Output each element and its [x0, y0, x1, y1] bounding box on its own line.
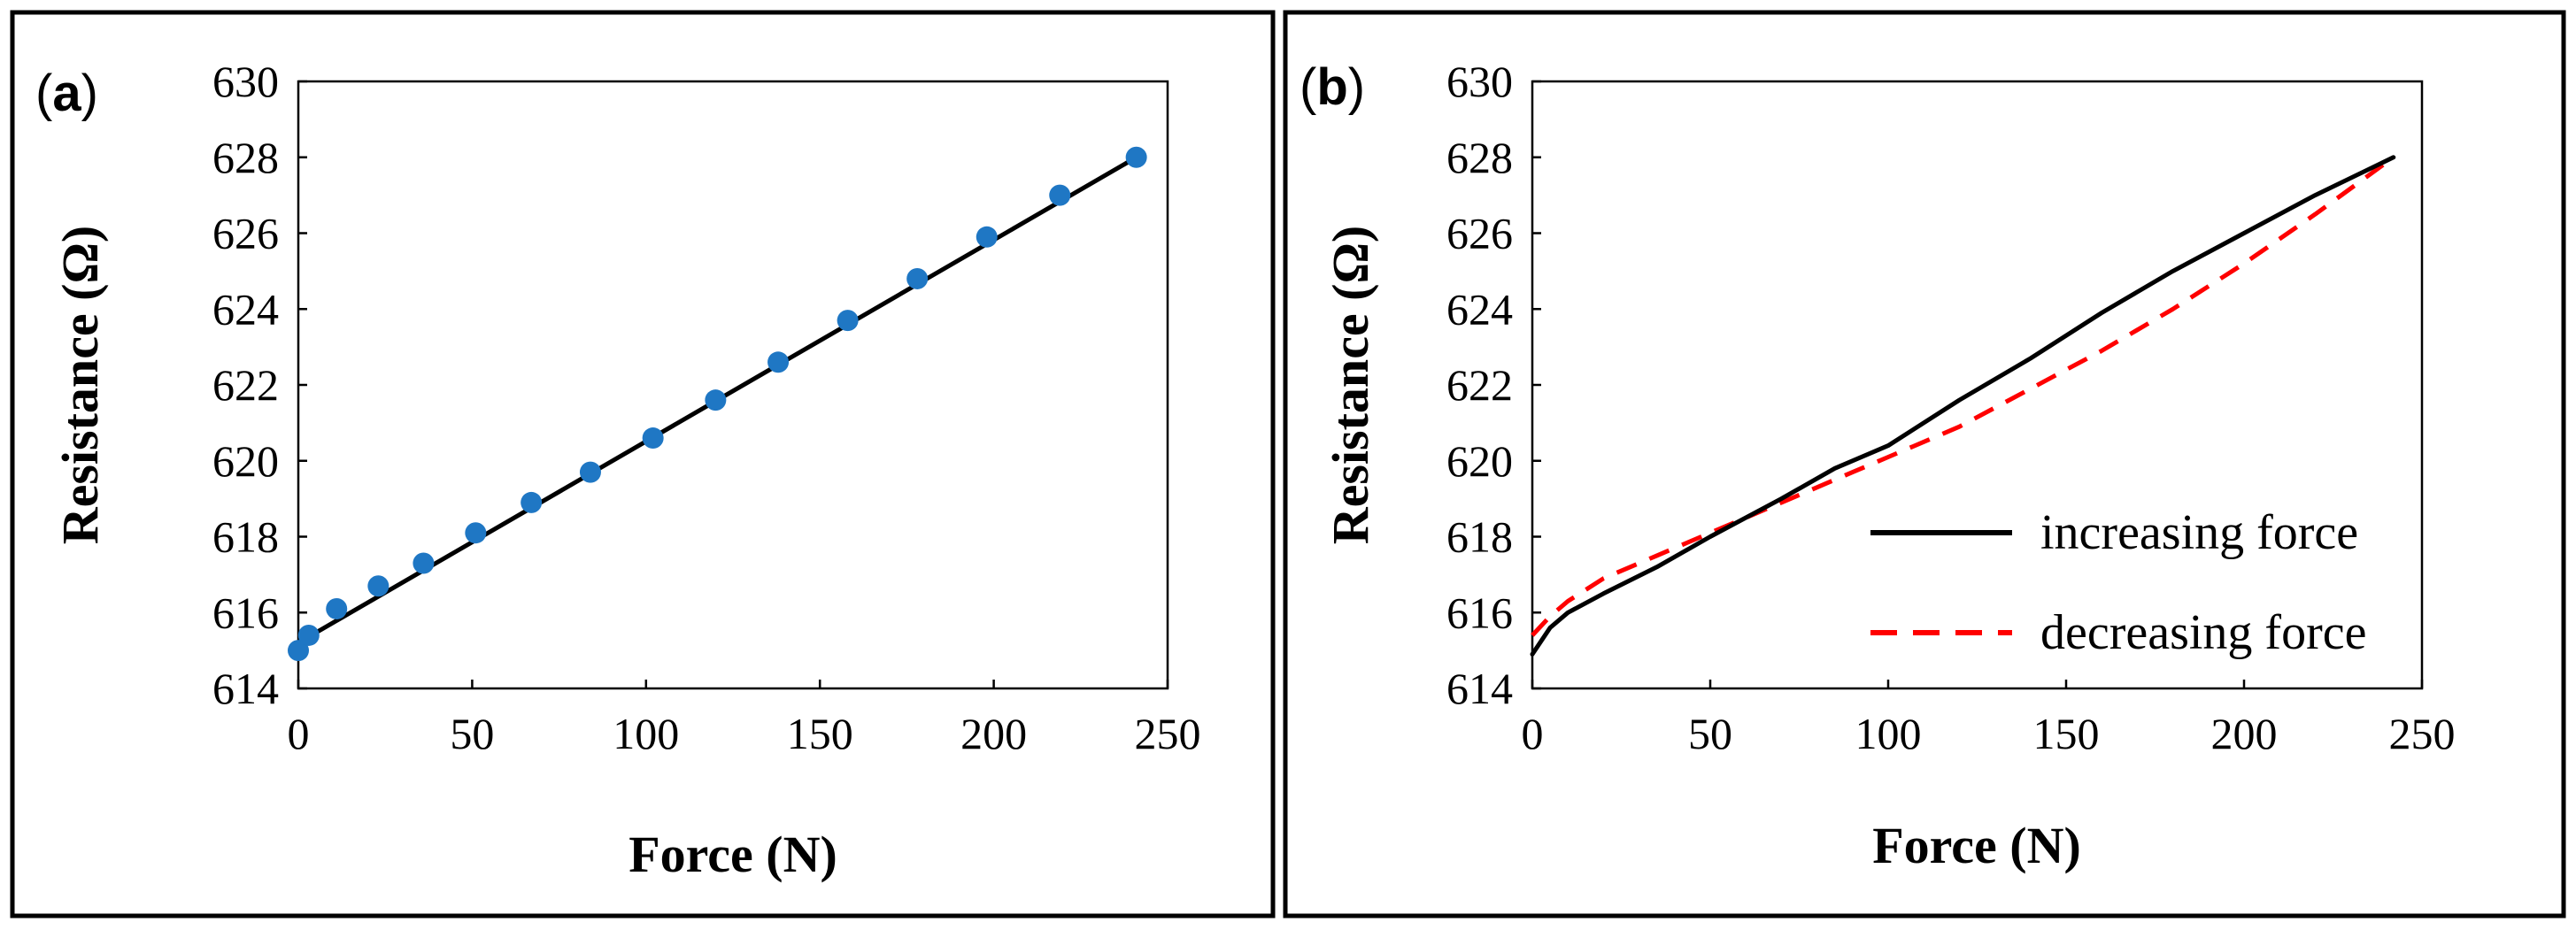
panel-a-data-point	[297, 624, 320, 646]
panel-b-x-ticks: 0 50 100 150 200 250	[1522, 680, 2456, 758]
panel-b-y-axis-title: Resistance (Ω)	[1322, 226, 1379, 545]
panel-a-data-point	[837, 310, 859, 332]
panel-b-y-ticks: 614 616 618 620 622 624 626 628 630	[1446, 57, 1541, 713]
panel-a-y-tick-label: 622	[212, 360, 279, 410]
panel-b-y-tick-label: 626	[1446, 209, 1513, 258]
panel-b-y-tick-label: 624	[1446, 284, 1513, 334]
panel-b-label: (b)	[1300, 58, 1365, 116]
panel-a-data-point	[367, 575, 389, 597]
panel-a: (a) 0 50 100 150 200 250 614 616 618 620 622 624 62…	[10, 10, 1276, 918]
panel-b-y-tick-label: 620	[1446, 436, 1513, 486]
panel-a-y-tick-label: 624	[212, 284, 279, 334]
panel-b-y-tick-label: 630	[1446, 57, 1513, 106]
panel-a-data-point	[1049, 184, 1071, 206]
panel-a-data-point	[288, 640, 309, 662]
panel-b-y-tick-label: 622	[1446, 360, 1513, 410]
panel-a-y-tick-label: 616	[212, 588, 279, 637]
panel-a-x-tick-label: 0	[288, 709, 310, 758]
panel-a-x-axis-title: Force (N)	[629, 826, 837, 883]
panel-a-data-point	[767, 351, 790, 373]
panel-a-y-ticks: 614 616 618 620 622 624 626 628 630	[212, 57, 307, 713]
panel-a-data-point	[705, 389, 727, 411]
panel-a-data-point	[976, 226, 998, 248]
panel-b-x-tick-label: 0	[1522, 709, 1544, 758]
panel-a-x-tick-label: 200	[960, 709, 1027, 758]
panel-b-x-tick-label: 250	[2389, 709, 2456, 758]
panel-b-x-tick-label: 50	[1688, 709, 1732, 758]
panel-a-y-tick-label: 626	[212, 209, 279, 258]
panel-b: (b) 0 50 100 150 200 250 614 616 618 620 622 624 62…	[1283, 10, 2566, 918]
panel-a-x-ticks: 0 50 100 150 200 250	[288, 680, 1201, 758]
panel-a-y-tick-label: 618	[212, 512, 279, 562]
panel-b-x-tick-label: 100	[1855, 709, 1922, 758]
panel-a-data-point	[465, 522, 487, 544]
panel-a-x-tick-label: 250	[1135, 709, 1201, 758]
panel-a-y-tick-label: 630	[212, 57, 279, 106]
panel-b-y-tick-label: 628	[1446, 133, 1513, 182]
panel-a-y-tick-label: 614	[212, 664, 279, 713]
panel-b-series-increasing-force	[1530, 155, 2396, 657]
panel-a-x-tick-label: 150	[787, 709, 853, 758]
panel-b-y-tick-label: 614	[1446, 664, 1513, 713]
panel-a-data-point	[642, 427, 664, 450]
panel-b-x-axis-title: Force (N)	[1872, 817, 2081, 874]
panel-a-data-point	[906, 267, 929, 289]
panel-a-x-tick-label: 50	[450, 709, 494, 758]
panel-a-x-tick-label: 100	[613, 709, 679, 758]
panel-a-frame	[10, 10, 1276, 918]
panel-a-y-tick-label: 628	[212, 133, 279, 182]
panel-b-y-tick-label: 618	[1446, 512, 1513, 562]
panel-a-series	[288, 146, 1147, 662]
panel-a-label: (a)	[35, 65, 98, 122]
panel-a-y-tick-label: 620	[212, 436, 279, 486]
legend-label-increasing: increasing force	[2040, 505, 2358, 560]
panel-b-x-tick-label: 200	[2211, 709, 2278, 758]
panel-a-data-point	[579, 461, 601, 483]
panel-b-frame	[1283, 10, 2566, 918]
panel-b-series	[1530, 155, 2396, 657]
panel-b-x-tick-label: 150	[2033, 709, 2100, 758]
panel-b-y-tick-label: 616	[1446, 588, 1513, 637]
panel-a-y-axis-title: Resistance (Ω)	[51, 226, 109, 545]
panel-a-data-point	[326, 597, 348, 619]
panel-b-legend: increasing force decreasing force	[1870, 505, 2366, 660]
panel-a-data-point	[413, 552, 435, 574]
panel-a-data-point	[1125, 146, 1147, 168]
panel-b-series-decreasing-force	[1531, 155, 2395, 637]
legend-label-decreasing: decreasing force	[2040, 605, 2366, 660]
panel-a-data-point	[521, 491, 543, 513]
